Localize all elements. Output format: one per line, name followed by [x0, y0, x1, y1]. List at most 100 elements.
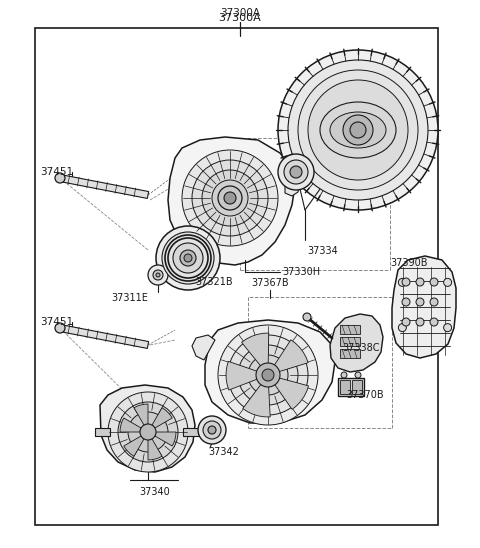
Circle shape	[290, 166, 302, 178]
Circle shape	[398, 278, 407, 287]
Polygon shape	[100, 385, 195, 472]
Circle shape	[55, 323, 65, 333]
Text: 37330H: 37330H	[282, 267, 320, 277]
Polygon shape	[392, 256, 456, 358]
Bar	[183, 428, 201, 436]
Polygon shape	[60, 324, 149, 349]
Circle shape	[256, 363, 280, 387]
Circle shape	[182, 150, 278, 246]
Circle shape	[416, 298, 424, 306]
Circle shape	[416, 278, 424, 286]
Circle shape	[350, 122, 366, 138]
Circle shape	[148, 265, 168, 285]
Polygon shape	[120, 418, 141, 432]
Circle shape	[341, 372, 347, 378]
Circle shape	[162, 232, 214, 284]
Polygon shape	[152, 408, 172, 428]
Circle shape	[238, 345, 298, 405]
Circle shape	[228, 335, 308, 415]
Circle shape	[298, 70, 418, 190]
Polygon shape	[155, 432, 176, 446]
Polygon shape	[241, 333, 269, 375]
Text: 37334: 37334	[307, 246, 338, 256]
Circle shape	[343, 115, 373, 145]
Circle shape	[140, 424, 156, 440]
Text: 37300A: 37300A	[220, 8, 260, 18]
Circle shape	[402, 298, 410, 306]
Circle shape	[156, 273, 160, 277]
Ellipse shape	[320, 102, 396, 158]
Text: 37300A: 37300A	[218, 13, 262, 23]
Polygon shape	[330, 314, 383, 372]
Circle shape	[416, 318, 424, 326]
Circle shape	[108, 392, 188, 472]
Polygon shape	[205, 320, 335, 423]
Polygon shape	[124, 436, 144, 456]
Circle shape	[402, 278, 410, 286]
Text: 37338C: 37338C	[342, 343, 380, 353]
Circle shape	[224, 192, 236, 204]
Bar	[95, 428, 110, 436]
Circle shape	[198, 416, 226, 444]
Circle shape	[184, 254, 192, 262]
Text: 37367B: 37367B	[251, 278, 289, 288]
Circle shape	[262, 369, 274, 381]
Text: 37340: 37340	[140, 487, 170, 497]
Circle shape	[202, 170, 258, 226]
Polygon shape	[60, 175, 149, 198]
Bar	[340, 380, 350, 394]
Circle shape	[248, 355, 288, 395]
Polygon shape	[268, 340, 308, 375]
Polygon shape	[148, 439, 162, 460]
Circle shape	[203, 421, 221, 439]
Bar	[340, 349, 360, 358]
Text: 37311E: 37311E	[111, 293, 148, 303]
Circle shape	[288, 60, 428, 200]
Circle shape	[402, 318, 410, 326]
Circle shape	[173, 243, 203, 273]
Circle shape	[355, 372, 361, 378]
Circle shape	[430, 298, 438, 306]
Polygon shape	[134, 404, 148, 425]
Text: 37370B: 37370B	[346, 390, 384, 400]
Circle shape	[128, 412, 168, 452]
Polygon shape	[268, 375, 309, 409]
Ellipse shape	[330, 112, 386, 148]
Bar	[340, 337, 360, 346]
Bar	[338, 378, 364, 396]
Text: 37342: 37342	[208, 447, 239, 457]
Circle shape	[218, 325, 318, 425]
Circle shape	[156, 226, 220, 290]
Circle shape	[278, 154, 314, 190]
Polygon shape	[243, 375, 270, 417]
Bar	[352, 380, 362, 394]
Circle shape	[192, 160, 268, 236]
Circle shape	[430, 278, 438, 286]
Text: 37451: 37451	[40, 167, 73, 177]
Polygon shape	[226, 361, 268, 390]
Circle shape	[303, 313, 311, 321]
Bar	[340, 325, 360, 334]
Circle shape	[308, 80, 408, 180]
Circle shape	[444, 278, 452, 287]
Polygon shape	[168, 137, 295, 265]
Circle shape	[218, 186, 242, 210]
Text: 37390B: 37390B	[390, 258, 428, 268]
Circle shape	[118, 402, 178, 462]
Circle shape	[444, 324, 452, 332]
Circle shape	[153, 270, 163, 280]
Circle shape	[398, 324, 407, 332]
Circle shape	[212, 180, 248, 216]
Polygon shape	[165, 235, 192, 266]
Text: 37451: 37451	[40, 317, 73, 327]
Circle shape	[430, 318, 438, 326]
Circle shape	[55, 173, 65, 183]
Polygon shape	[285, 170, 300, 196]
Bar	[35, 28, 438, 525]
Circle shape	[208, 426, 216, 434]
Circle shape	[278, 50, 438, 210]
Text: 37321B: 37321B	[195, 277, 233, 287]
Polygon shape	[192, 335, 215, 360]
Circle shape	[284, 160, 308, 184]
Circle shape	[180, 250, 196, 266]
